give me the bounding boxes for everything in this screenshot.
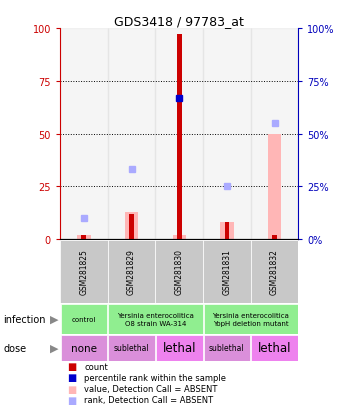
Bar [60, 304, 107, 334]
Bar [60, 29, 108, 240]
Text: count: count [84, 362, 108, 371]
Bar [203, 335, 250, 361]
Bar [155, 240, 203, 303]
Text: dose: dose [3, 343, 26, 353]
Bar [108, 335, 155, 361]
Bar [251, 240, 298, 303]
Bar [108, 240, 155, 303]
Text: sublethal: sublethal [114, 344, 149, 352]
Bar [77, 235, 91, 240]
Bar [177, 35, 181, 240]
Text: ■: ■ [67, 373, 76, 382]
Text: Yersinia enterocolitica
YopH deletion mutant: Yersinia enterocolitica YopH deletion mu… [212, 312, 289, 326]
Bar [173, 235, 186, 240]
Text: GSM281830: GSM281830 [175, 249, 184, 294]
Text: ■: ■ [67, 361, 76, 371]
Text: ▶: ▶ [50, 343, 58, 353]
Bar [155, 29, 203, 240]
Bar [156, 335, 203, 361]
Bar [82, 235, 86, 240]
Bar [203, 29, 251, 240]
Bar [108, 304, 203, 334]
Text: none: none [71, 343, 97, 353]
Bar [125, 212, 138, 240]
Bar [60, 240, 108, 303]
Text: Yersinia enterocolitica
O8 strain WA-314: Yersinia enterocolitica O8 strain WA-314 [117, 312, 194, 326]
Text: GSM281831: GSM281831 [222, 249, 232, 294]
Text: GSM281832: GSM281832 [270, 249, 279, 294]
Bar [225, 223, 229, 240]
Text: GSM281825: GSM281825 [79, 249, 88, 294]
Title: GDS3418 / 97783_at: GDS3418 / 97783_at [114, 15, 244, 28]
Text: lethal: lethal [163, 342, 196, 354]
Text: infection: infection [3, 314, 46, 324]
Text: sublethal: sublethal [209, 344, 245, 352]
Bar [203, 304, 298, 334]
Bar [220, 223, 234, 240]
Bar [251, 335, 298, 361]
Bar [129, 214, 134, 240]
Text: ▶: ▶ [50, 314, 58, 324]
Text: rank, Detection Call = ABSENT: rank, Detection Call = ABSENT [84, 395, 213, 404]
Bar [251, 29, 298, 240]
Text: lethal: lethal [258, 342, 291, 354]
Bar [60, 335, 107, 361]
Bar [272, 235, 277, 240]
Text: value, Detection Call = ABSENT: value, Detection Call = ABSENT [84, 384, 217, 393]
Text: percentile rank within the sample: percentile rank within the sample [84, 373, 226, 382]
Text: ■: ■ [67, 384, 76, 394]
Text: GSM281829: GSM281829 [127, 249, 136, 294]
Text: control: control [72, 316, 96, 322]
Bar [203, 240, 251, 303]
Bar [108, 29, 155, 240]
Bar [268, 134, 281, 240]
Text: ■: ■ [67, 395, 76, 405]
